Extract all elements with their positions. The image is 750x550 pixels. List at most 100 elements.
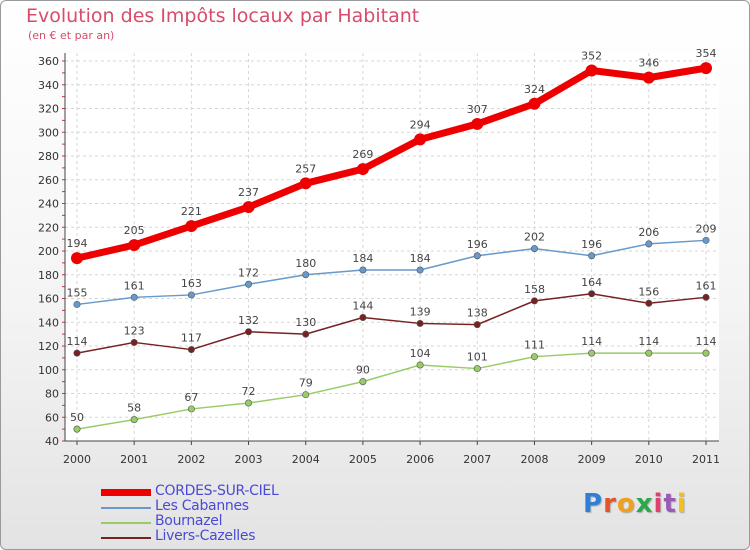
data-label: 205 xyxy=(124,224,145,237)
data-point xyxy=(359,266,367,274)
data-point xyxy=(128,239,141,252)
data-label: 194 xyxy=(67,237,88,250)
y-tick-label: 160 xyxy=(38,293,59,306)
data-point xyxy=(130,416,138,424)
logo-letter: r xyxy=(603,489,617,519)
series-line xyxy=(73,64,710,262)
data-label: 196 xyxy=(467,238,488,251)
data-label: 155 xyxy=(67,286,88,299)
data-label: 163 xyxy=(181,277,202,290)
data-label: 269 xyxy=(352,148,373,161)
axes: 40 60 80 100 120 140 160 180 200 220 240 260 280 300 3… xyxy=(38,53,720,466)
data-label: 67 xyxy=(184,391,198,404)
data-point xyxy=(299,177,312,190)
data-point xyxy=(71,252,83,265)
x-tick-label: 2003 xyxy=(235,453,263,466)
data-point xyxy=(73,425,81,433)
x-tick-label: 2010 xyxy=(635,453,663,466)
x-tick-label: 2000 xyxy=(63,453,91,466)
data-label: 161 xyxy=(124,279,145,292)
x-tick-label: 2009 xyxy=(578,453,606,466)
grid-lines xyxy=(65,53,719,442)
data-point xyxy=(356,163,369,176)
series-line xyxy=(76,352,707,430)
data-label: 206 xyxy=(638,226,659,239)
data-point xyxy=(588,252,596,260)
data-point xyxy=(645,240,653,248)
legend-label: Les Cabannes xyxy=(155,498,249,514)
y-tick-label: 220 xyxy=(38,221,59,234)
data-label: 90 xyxy=(356,364,370,377)
data-point xyxy=(530,353,538,361)
data-point xyxy=(588,349,596,357)
x-tick-label: 2004 xyxy=(292,453,320,466)
data-point xyxy=(645,299,653,307)
data-label: 221 xyxy=(181,205,202,218)
data-label: 138 xyxy=(467,307,488,320)
data-label: 114 xyxy=(581,335,602,348)
data-label: 184 xyxy=(352,252,373,265)
data-point xyxy=(471,117,484,130)
data-point xyxy=(702,236,710,244)
series-line xyxy=(76,293,707,354)
data-point xyxy=(185,220,198,233)
data-point xyxy=(473,365,481,373)
legend-swatch xyxy=(101,489,151,496)
data-point xyxy=(416,319,424,327)
legend-label: Bournazel xyxy=(155,513,223,529)
data-point xyxy=(473,252,481,260)
series-les-cabannes xyxy=(73,236,710,308)
legend-swatch xyxy=(101,521,151,524)
data-label: 354 xyxy=(696,47,717,60)
data-label: 104 xyxy=(410,347,431,360)
y-tick-label: 200 xyxy=(38,245,59,258)
data-label: 346 xyxy=(638,57,659,70)
data-label: 114 xyxy=(638,335,659,348)
legend-swatch xyxy=(101,536,151,539)
data-point xyxy=(585,64,598,77)
data-point xyxy=(702,293,710,301)
data-point xyxy=(302,391,310,399)
data-label: 79 xyxy=(299,377,313,390)
data-point xyxy=(702,349,710,357)
y-tick-label: 260 xyxy=(38,174,59,187)
y-tick-label: 60 xyxy=(45,411,59,424)
data-point xyxy=(245,399,253,407)
data-label: 132 xyxy=(238,314,259,327)
data-point xyxy=(642,71,655,84)
series-cordes-sur-ciel xyxy=(71,62,712,265)
plot-area xyxy=(65,53,719,441)
data-label: 101 xyxy=(467,351,488,364)
data-label: 307 xyxy=(467,103,488,116)
data-point xyxy=(416,361,424,369)
y-tick-label: 280 xyxy=(38,150,59,163)
logo-letter: i xyxy=(676,489,687,519)
data-point xyxy=(245,280,253,288)
data-label: 202 xyxy=(524,231,545,244)
data-label: 130 xyxy=(295,316,316,329)
data-point xyxy=(473,321,481,329)
data-point xyxy=(187,346,195,354)
data-point xyxy=(359,378,367,386)
data-label: 158 xyxy=(524,283,545,296)
x-tick-label: 2006 xyxy=(406,453,434,466)
data-label: 58 xyxy=(127,402,141,415)
series-livers-cazelles xyxy=(73,290,710,357)
data-label: 294 xyxy=(410,118,431,131)
data-label: 237 xyxy=(238,186,259,199)
logo-letter: i xyxy=(653,489,664,519)
x-tick-label: 2001 xyxy=(120,453,148,466)
y-tick-label: 240 xyxy=(38,198,59,211)
x-tick-label: 2008 xyxy=(520,453,548,466)
data-point xyxy=(359,313,367,321)
data-point xyxy=(187,291,195,299)
series-bournazel xyxy=(73,349,710,433)
data-label: 111 xyxy=(524,339,545,352)
data-point xyxy=(530,297,538,305)
proxiti-logo: Proxiti xyxy=(583,489,687,519)
legend-label: CORDES-SUR-CIEL xyxy=(155,483,279,499)
data-point xyxy=(187,405,195,413)
data-label: 114 xyxy=(67,335,88,348)
data-label: 164 xyxy=(581,276,602,289)
